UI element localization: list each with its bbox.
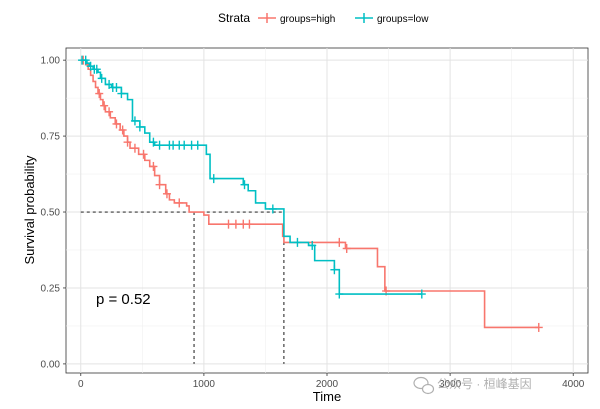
y-axis-title: Survival probability (22, 155, 37, 265)
watermark-text: 公众号 · 桓峰基因 (437, 376, 532, 391)
censor-mark (245, 219, 254, 229)
censor-mark (162, 189, 171, 199)
x-tick-label: 4000 (562, 379, 585, 390)
y-tick-label: 0.00 (41, 359, 61, 370)
p-value-annotation: p = 0.52 (96, 291, 151, 308)
censor-mark (175, 198, 184, 208)
legend-title: Strata (218, 11, 250, 25)
x-tick-label: 0 (78, 379, 84, 390)
grid (66, 48, 588, 373)
legend-label-low: groups=low (377, 14, 429, 25)
censor-mark (92, 64, 101, 74)
survival-curves (78, 55, 543, 332)
censor-mark (149, 161, 158, 171)
censor-mark (100, 101, 109, 111)
series-low (78, 55, 426, 299)
censor-mark (335, 289, 344, 299)
legend-label-high: groups=high (280, 14, 335, 25)
censor-mark (117, 89, 126, 99)
censor-mark (112, 119, 121, 129)
censor-mark (308, 240, 317, 250)
censor-mark (112, 82, 121, 92)
censor-mark (180, 140, 189, 150)
censor-mark (268, 204, 277, 214)
censor-mark (293, 237, 302, 247)
censor-mark (139, 149, 148, 159)
legend-key-low (355, 13, 373, 23)
censor-mark (105, 107, 114, 117)
censor-mark (209, 174, 218, 184)
censor-mark (240, 180, 249, 190)
y-tick-label: 0.75 (41, 132, 61, 143)
censor-mark (155, 180, 164, 190)
x-tick-label: 1000 (193, 379, 216, 390)
censor-mark (97, 73, 106, 83)
censor-mark (149, 137, 158, 147)
censor-mark (330, 265, 339, 275)
censor-mark (118, 125, 127, 135)
censor-mark (193, 140, 202, 150)
censor-mark (130, 143, 139, 153)
y-tick-label: 0.50 (41, 208, 61, 219)
censor-mark (224, 219, 233, 229)
censor-mark (342, 243, 351, 253)
y-tick-label: 0.25 (41, 283, 61, 294)
x-tick-label: 3000 (439, 379, 462, 390)
censor-mark (417, 289, 426, 299)
wechat-icon (413, 376, 435, 395)
watermark: 公众号 · 桓峰基因 (413, 376, 532, 395)
censor-mark (81, 55, 90, 65)
censor-mark (135, 122, 144, 132)
censor-mark (335, 237, 344, 247)
censor-mark (130, 116, 139, 126)
x-axis-title: Time (313, 389, 341, 404)
x-tick-label: 2000 (316, 379, 339, 390)
censor-mark (155, 140, 164, 150)
censor-mark (534, 322, 543, 332)
y-tick-label: 1.00 (41, 56, 61, 67)
censor-mark (231, 219, 240, 229)
axes: 0 1000 2000 3000 4000 0.00 0.25 0.50 0.75 1.00 (41, 56, 585, 390)
legend: Strata groups=high groups=low (218, 11, 429, 25)
censor-mark (123, 137, 132, 147)
legend-key-high (258, 13, 276, 23)
censor-mark (95, 89, 104, 99)
